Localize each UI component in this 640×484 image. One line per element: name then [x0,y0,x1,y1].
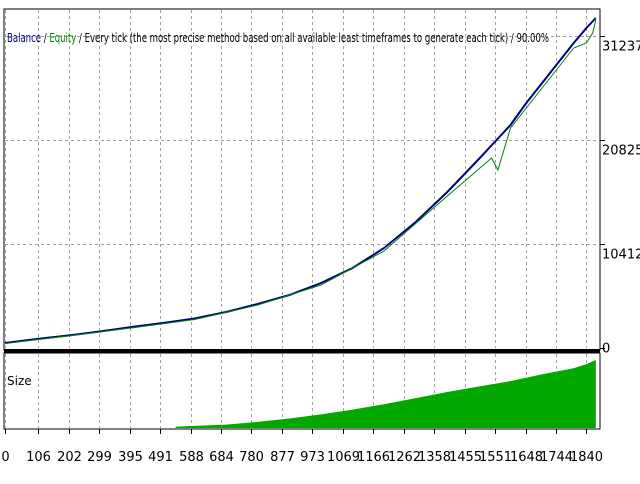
x-tick-label: 1358 [418,450,451,465]
x-tick-label: 1744 [540,450,573,465]
x-axis: 0 106 202 299 395 491 588 684 780 877 973 106911661… [1,429,603,465]
y-tick-label: 0 [602,342,610,357]
x-tick-label: 780 [239,450,264,465]
x-tick-label: 106 [26,450,51,465]
x-tick-label: 1166 [357,450,390,465]
x-tick-label: 588 [179,450,204,465]
y-axis: 0 10412 20825 31237 [600,36,640,357]
y-tick-label: 31237 [602,40,640,55]
y-tick-label: 20825 [602,144,640,159]
chart-title-part: Balance [7,31,41,45]
x-tick-label: 1840 [570,450,603,465]
x-tick-label: 1262 [388,450,421,465]
y-tick-label: 10412 [602,248,640,263]
x-tick-label: 1551 [479,450,512,465]
chart-title: Balance / Equity / Every tick (the most … [7,31,549,45]
x-tick-label: 299 [87,450,112,465]
x-tick-label: 395 [118,450,143,465]
x-tick-label: 684 [209,450,234,465]
size-label: Size [7,374,32,388]
x-tick-label: 973 [300,450,325,465]
x-tick-label: 1455 [449,450,482,465]
x-tick-label: 1648 [510,450,543,465]
main-grid [5,10,599,348]
x-tick-label: 877 [270,450,295,465]
panel-separator [4,349,600,353]
x-tick-label: 1069 [327,450,360,465]
equity-line [4,19,597,344]
main-panel-frame [3,8,601,351]
balance-line [4,17,597,344]
chart-title-part: Equity [49,31,76,45]
chart-title-part: / [41,31,49,45]
size-area [175,360,596,428]
size-panel-frame [3,352,601,430]
x-tick-label: 491 [148,450,173,465]
x-tick-label: 202 [57,450,82,465]
x-tick-label: 0 [1,450,9,465]
chart-title-part: / Every tick (the most precise method ba… [76,31,549,45]
